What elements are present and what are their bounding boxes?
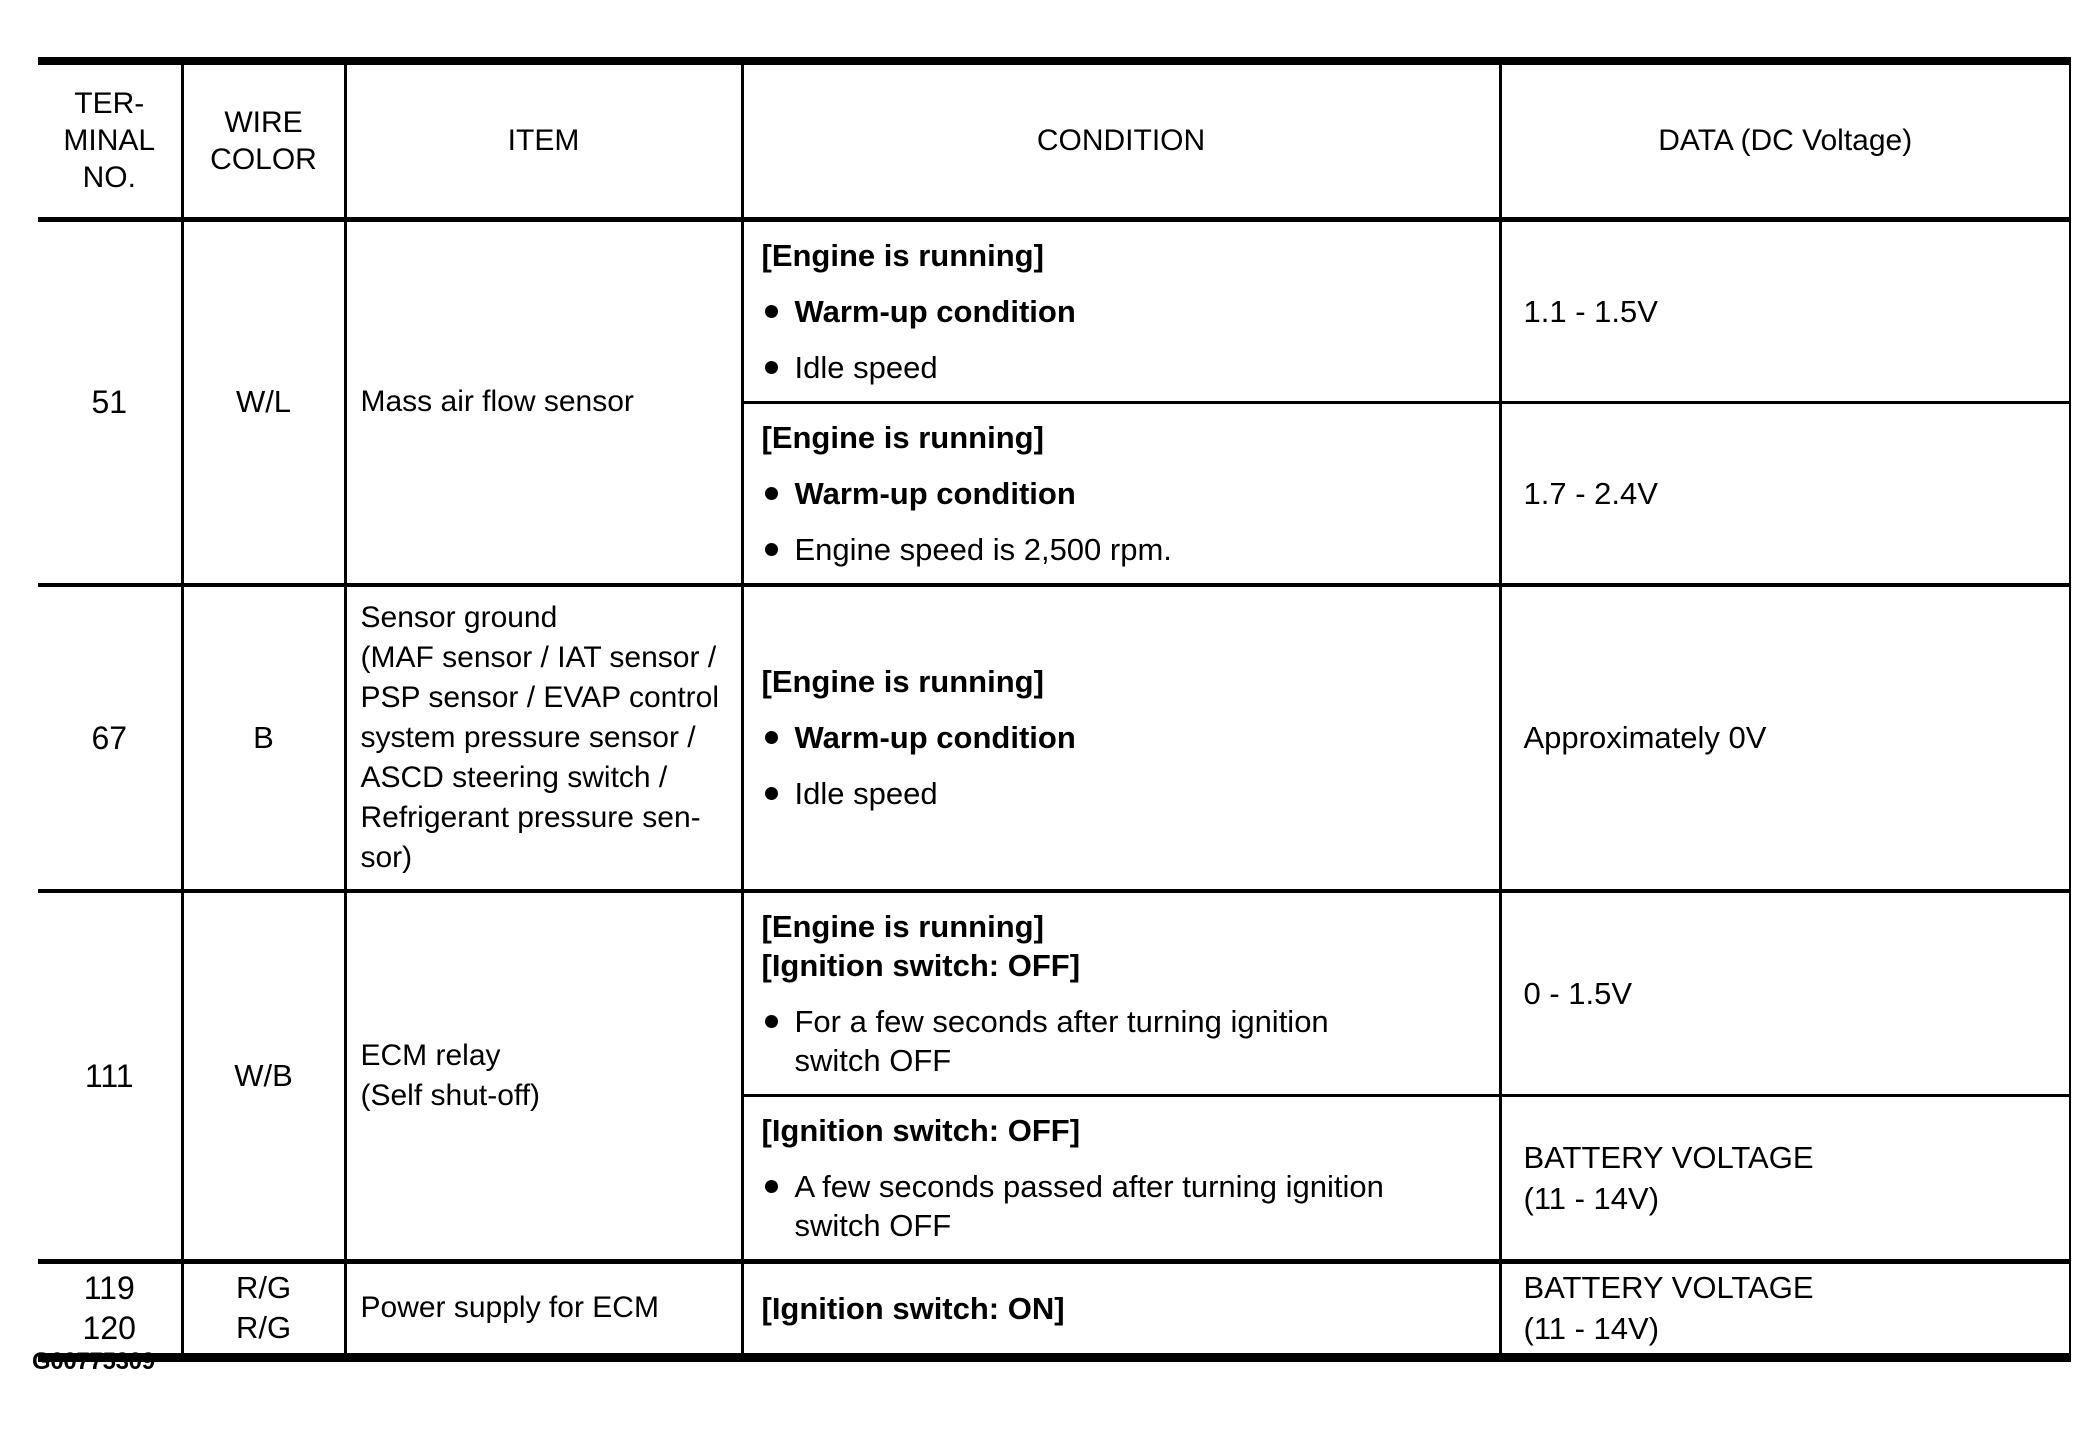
wire-color-cell-119-120: R/G R/G [182, 1261, 347, 1357]
bullet-icon [764, 787, 778, 800]
data-cell-111-after-off: BATTERY VOLTAGE (11 - 14V) [1500, 1095, 2070, 1264]
condition-cell-119-120: [Ignition switch: ON] [742, 1261, 1502, 1357]
bullet-icon [764, 486, 778, 500]
header-terminal-no: TER- MINAL NO. [38, 61, 184, 222]
bullet-icon [764, 1014, 778, 1028]
wire-color-cell-111: W/B [182, 890, 347, 1264]
table-row-111-sub2: [Ignition switch: OFF] A few seconds pas… [38, 1095, 2070, 1264]
table-row-119-120: 119 120 R/G R/G Power supply for ECM [Ig… [38, 1261, 2070, 1357]
terminal-cell-67: 67 [38, 584, 184, 893]
data-cell-67: Approximately 0V [1500, 584, 2070, 893]
header-condition: CONDITION [742, 61, 1502, 222]
header-wire-color: WIRE COLOR [182, 61, 347, 222]
item-cell-67: Sensor ground (MAF sensor / IAT sensor /… [345, 584, 744, 893]
data-cell-111-turning-off: 0 - 1.5V [1500, 890, 2070, 1097]
condition-header: [Engine is running] [761, 908, 1044, 944]
condition-bullet-item: For a few seconds after turning ignition… [762, 1002, 1489, 1080]
bullet-icon [764, 304, 778, 318]
table-row-51-sub1: 51 W/L Mass air flow sensor [Engine is r… [38, 219, 2070, 587]
condition-header: [Engine is running] [761, 664, 1044, 699]
condition-bullet-text: A few seconds passed after turning ignit… [794, 1168, 1384, 1243]
condition-bullet-item: Engine speed is 2,500 rpm. [762, 530, 1489, 569]
condition-bullet-text: Warm-up condition [794, 293, 1076, 329]
table-row-67: 67 B Sensor ground (MAF sensor / IAT sen… [38, 584, 2070, 893]
condition-bullet-item: Idle speed [762, 348, 1489, 387]
terminal-cell-119-120: 119 120 [38, 1261, 184, 1357]
condition-cell-111-turning-off: [Engine is running] [Ignition switch: OF… [742, 890, 1502, 1097]
data-cell-51-2500rpm: 1.7 - 2.4V [1500, 402, 2070, 587]
condition-bullet-text: Engine speed is 2,500 rpm. [794, 531, 1172, 567]
item-cell-111: ECM relay (Self shut-off) [345, 890, 744, 1264]
condition-bullet-item: Warm-up condition [762, 718, 1489, 757]
data-cell-51-idle: 1.1 - 1.5V [1500, 219, 2070, 404]
ecm-terminal-voltage-table: TER- MINAL NO. WIRE COLOR ITEM CONDITION… [38, 57, 2071, 1362]
condition-bullet-text: Idle speed [794, 776, 938, 811]
condition-cell-51-2500rpm: [Engine is running] Warm-up condition En… [742, 402, 1502, 587]
bullet-icon [764, 542, 778, 556]
bullet-icon [764, 1179, 778, 1193]
condition-cell-111-after-off: [Ignition switch: OFF] A few seconds pas… [742, 1095, 1502, 1264]
condition-bullet-item: A few seconds passed after turning ignit… [762, 1167, 1489, 1245]
condition-bullet-item: Warm-up condition [762, 292, 1489, 331]
item-cell-119-120: Power supply for ECM [345, 1261, 744, 1357]
terminal-cell-111: 111 [38, 890, 184, 1264]
condition-bullet-item: Warm-up condition [762, 474, 1489, 513]
condition-bullet-text: For a few seconds after turning ignition… [794, 1003, 1329, 1078]
table-row-111-sub1: 111 W/B ECM relay (Self shut-off) [Engin… [38, 890, 2070, 1264]
wire-color-cell-51: W/L [182, 219, 347, 587]
condition-header: [Ignition switch: OFF] [761, 947, 1081, 983]
condition-cell-51-idle: [Engine is running] Warm-up condition Id… [742, 219, 1502, 404]
terminal-cell-51: 51 [38, 219, 184, 587]
header-data: DATA (DC Voltage) [1500, 61, 2070, 222]
condition-bullet-text: Idle speed [794, 349, 938, 385]
condition-header: [Ignition switch: OFF] [761, 1112, 1081, 1148]
condition-bullet-item: Idle speed [762, 774, 1489, 813]
condition-header: [Ignition switch: ON] [761, 1290, 1065, 1326]
table-row-51-sub2: [Engine is running] Warm-up condition En… [38, 402, 2070, 587]
bullet-icon [764, 731, 778, 744]
table-header-row: TER- MINAL NO. WIRE COLOR ITEM CONDITION… [38, 61, 2070, 222]
condition-bullet-text: Warm-up condition [794, 720, 1076, 755]
header-item: ITEM [345, 61, 744, 222]
condition-cell-67: [Engine is running] Warm-up condition Id… [742, 584, 1502, 893]
condition-header: [Engine is running] [761, 237, 1044, 273]
bullet-icon [764, 360, 778, 374]
figure-code: G00775309 [32, 1348, 155, 1375]
condition-bullet-text: Warm-up condition [794, 475, 1076, 511]
item-cell-51: Mass air flow sensor [345, 219, 744, 587]
condition-header: [Engine is running] [761, 419, 1044, 455]
data-cell-119-120: BATTERY VOLTAGE (11 - 14V) [1523, 1270, 1814, 1346]
wire-color-cell-67: B [182, 584, 347, 893]
